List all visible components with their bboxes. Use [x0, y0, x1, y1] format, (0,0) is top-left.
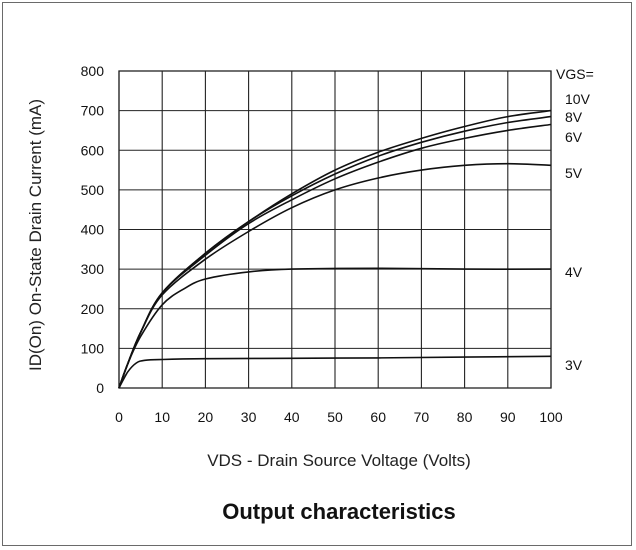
- grid: [118, 70, 552, 389]
- x-axis-title: VDS - Drain Source Voltage (Volts): [207, 451, 471, 470]
- series-line-vgs-4v: [118, 267, 552, 389]
- x-tick-label: 50: [327, 409, 343, 425]
- curves: [118, 109, 552, 389]
- x-tick-label: 100: [539, 409, 563, 425]
- series-line-vgs-5v: [118, 162, 552, 389]
- y-tick-label: 0: [96, 380, 104, 396]
- series-label-vgs-8v: 8V: [565, 109, 583, 125]
- x-tick-labels: 0 10 20 30 40 50 60 70 80 90 100: [115, 409, 563, 425]
- x-tick-label: 70: [414, 409, 430, 425]
- y-tick-label: 400: [81, 222, 105, 238]
- y-tick-label: 500: [81, 182, 105, 198]
- series-labels: 10V 8V 6V 5V 4V 3V: [565, 91, 591, 373]
- x-tick-label: 30: [241, 409, 257, 425]
- series-line-vgs-3v: [118, 355, 552, 389]
- x-tick-label: 90: [500, 409, 516, 425]
- x-tick-label: 80: [457, 409, 473, 425]
- output-characteristics-chart: 0 10 20 30 40 50 60 70 80 90 100 0 100 200 300 400 500 6…: [26, 63, 594, 524]
- x-tick-label: 10: [154, 409, 170, 425]
- x-tick-label: 40: [284, 409, 300, 425]
- series-label-vgs-5v: 5V: [565, 165, 583, 181]
- y-tick-label: 700: [81, 103, 105, 119]
- y-tick-labels: 0 100 200 300 400 500 600 700 800: [81, 63, 105, 396]
- series-label-vgs-4v: 4V: [565, 264, 583, 280]
- x-tick-label: 60: [370, 409, 386, 425]
- x-tick-label: 0: [115, 409, 123, 425]
- y-axis-title: ID(On) On-State Drain Current (mA): [26, 99, 45, 371]
- legend-header: VGS=: [556, 66, 594, 82]
- y-tick-label: 300: [81, 261, 105, 277]
- chart-title: Output characteristics: [222, 499, 456, 524]
- plot-border: [118, 70, 552, 389]
- series-label-vgs-10v: 10V: [565, 91, 591, 107]
- series-label-vgs-3v: 3V: [565, 357, 583, 373]
- chart-frame: 0 10 20 30 40 50 60 70 80 90 100 0 100 200 300 400 500 6…: [2, 2, 632, 546]
- y-tick-label: 600: [81, 142, 105, 158]
- y-tick-label: 800: [81, 63, 105, 79]
- x-tick-label: 20: [198, 409, 214, 425]
- y-tick-label: 100: [81, 340, 105, 356]
- series-label-vgs-6v: 6V: [565, 129, 583, 145]
- y-tick-label: 200: [81, 301, 105, 317]
